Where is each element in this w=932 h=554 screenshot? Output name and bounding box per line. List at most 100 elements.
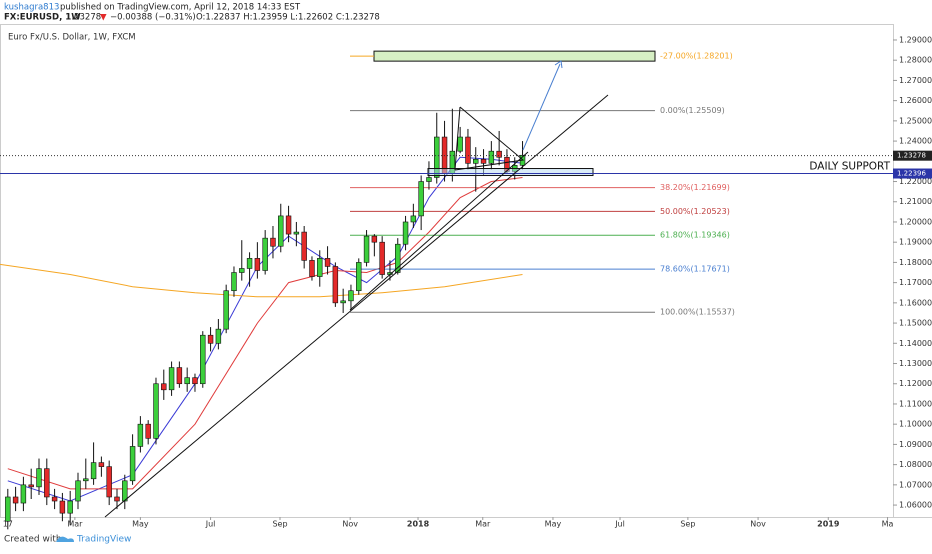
candle-body xyxy=(184,377,190,385)
candle-body xyxy=(418,181,424,217)
footer-brand: TradingView xyxy=(76,535,131,545)
support-tag-label: 1.22396 xyxy=(897,170,926,178)
footer-bg xyxy=(0,530,932,550)
candle-body xyxy=(324,258,331,267)
candle-body xyxy=(122,480,128,502)
x-tick-label: 2018 xyxy=(407,520,430,529)
arrow xyxy=(522,63,561,151)
candle-body xyxy=(246,258,253,269)
candle-body xyxy=(457,136,463,152)
y-tick-label: 1.22000 xyxy=(899,177,932,186)
x-tick-label: 2019 xyxy=(817,520,840,529)
x-tick-label: Mar xyxy=(475,520,491,529)
published: published on TradingView.com, April 12, … xyxy=(60,3,301,13)
candle-body xyxy=(363,235,370,263)
candle-body xyxy=(98,462,105,467)
x-tick-label: Mar xyxy=(67,520,83,529)
candle-body xyxy=(200,334,206,385)
author: kushagra813 xyxy=(4,3,59,13)
candle-body xyxy=(317,258,323,277)
y-tick-label: 1.12000 xyxy=(899,379,932,388)
y-tick-label: 1.11000 xyxy=(899,399,932,408)
candle-body xyxy=(44,468,50,498)
arrow-head xyxy=(554,60,563,69)
y-tick-label: 1.29000 xyxy=(899,35,932,44)
y-tick-label: 1.16000 xyxy=(899,298,932,307)
y-tick-label: 1.17000 xyxy=(899,278,932,287)
candle-body xyxy=(434,136,440,178)
last-price-label: 1.23278 xyxy=(897,152,926,160)
moving-average xyxy=(0,263,523,298)
x-tick-label: Nov xyxy=(750,520,766,529)
candle-body xyxy=(340,300,346,304)
candle-body xyxy=(231,272,237,292)
candle-body xyxy=(106,466,112,498)
y-tick-label: 1.28000 xyxy=(899,56,932,65)
x-tick-label: Ma xyxy=(882,520,894,529)
x-tick-label: May xyxy=(545,520,562,529)
fib-label: 38.20%(1.21699) xyxy=(660,183,730,192)
fib-label: 100.00%(1.15537) xyxy=(660,308,735,317)
candle-body xyxy=(207,334,214,344)
ohlc: O:1.22837 H:1.23959 L:1.22602 C:1.23278 xyxy=(196,13,380,23)
last-price-tag xyxy=(893,150,932,161)
candle-body xyxy=(278,215,284,247)
y-tick-label: 1.07000 xyxy=(899,480,932,489)
candle-body xyxy=(5,496,11,522)
triangle xyxy=(454,106,525,171)
triangle xyxy=(454,106,461,171)
fib-label: 0.00%(1.25509) xyxy=(660,106,725,115)
y-tick-label: 1.14000 xyxy=(899,339,932,348)
candle-body xyxy=(293,231,300,235)
candle-body xyxy=(153,383,159,439)
fib-label: 61.80%(1.19346) xyxy=(660,231,730,240)
candle-body xyxy=(239,268,245,273)
candle-body xyxy=(12,496,19,504)
candle-body xyxy=(410,215,417,223)
y-tick-label: 1.26000 xyxy=(899,96,932,105)
candle-body xyxy=(402,221,409,245)
last: 1.23278 xyxy=(66,13,101,23)
drawings xyxy=(104,60,609,518)
y-tick-label: 1.18000 xyxy=(899,258,932,267)
y-tick-label: 1.20000 xyxy=(899,217,932,226)
candle-body xyxy=(114,496,120,502)
y-tick-label: 1.10000 xyxy=(899,420,932,429)
candle-body xyxy=(465,136,471,164)
fib-label: 50.00%(1.20523) xyxy=(660,207,730,216)
candle-body xyxy=(75,480,81,502)
y-tick-label: 1.25000 xyxy=(899,116,932,125)
x-tick-label: Sep xyxy=(272,520,287,529)
candle-body xyxy=(145,423,151,439)
candle-body xyxy=(348,290,354,302)
y-tick-label: 1.13000 xyxy=(899,359,932,368)
y-tick-label: 1.21000 xyxy=(899,197,932,206)
candle-body xyxy=(473,158,479,164)
candle-body xyxy=(36,468,42,488)
x-tick-label: Jul xyxy=(614,520,625,529)
candle-body xyxy=(371,235,378,243)
candle-body xyxy=(51,496,58,502)
change: −0.00388 (−0.31%) xyxy=(110,13,196,23)
candle-body xyxy=(168,367,175,391)
candle-body xyxy=(285,215,292,235)
y-tick-label: 1.06000 xyxy=(899,501,932,510)
trendline xyxy=(104,94,609,518)
target-zone xyxy=(373,50,656,62)
candle-body xyxy=(83,478,89,482)
candle-body xyxy=(332,266,339,304)
candle-body xyxy=(192,377,198,385)
candle-body xyxy=(426,177,432,182)
fib-label: 78.60%(1.17671) xyxy=(660,265,730,274)
symbol: FX:EURUSD, 1W xyxy=(4,13,81,23)
candle-body xyxy=(270,237,276,247)
candle-body xyxy=(356,262,362,292)
candle-body xyxy=(496,150,502,158)
candle-body xyxy=(137,423,144,447)
candle-body xyxy=(28,484,34,488)
y-tick-label: 1.27000 xyxy=(899,76,932,85)
candle-body xyxy=(379,241,385,275)
candle-body xyxy=(254,258,261,271)
